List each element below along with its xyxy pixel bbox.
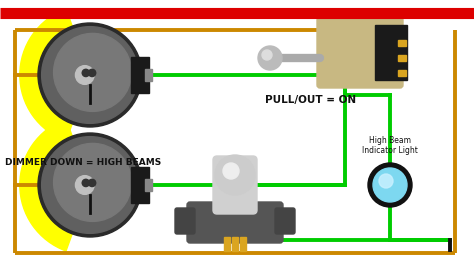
FancyBboxPatch shape <box>275 208 295 234</box>
Circle shape <box>258 46 282 70</box>
Circle shape <box>223 163 239 179</box>
FancyBboxPatch shape <box>240 237 246 251</box>
FancyBboxPatch shape <box>145 179 153 191</box>
Circle shape <box>54 34 132 111</box>
Circle shape <box>75 66 94 84</box>
Circle shape <box>54 143 132 221</box>
Circle shape <box>379 174 393 188</box>
Text: PULL/OUT = ON: PULL/OUT = ON <box>265 95 356 105</box>
FancyBboxPatch shape <box>317 17 403 88</box>
FancyBboxPatch shape <box>398 55 406 61</box>
FancyBboxPatch shape <box>232 237 238 251</box>
Circle shape <box>75 176 94 194</box>
FancyBboxPatch shape <box>130 167 149 203</box>
FancyBboxPatch shape <box>224 237 230 251</box>
Wedge shape <box>20 119 90 251</box>
Circle shape <box>262 50 272 60</box>
FancyBboxPatch shape <box>213 156 257 214</box>
Text: DIMMER DOWN = HIGH BEAMS: DIMMER DOWN = HIGH BEAMS <box>5 158 161 167</box>
FancyBboxPatch shape <box>130 57 149 93</box>
Circle shape <box>215 155 255 195</box>
Circle shape <box>89 69 96 77</box>
Circle shape <box>82 69 90 77</box>
Circle shape <box>42 27 138 123</box>
Text: High Beam
Indicator Light: High Beam Indicator Light <box>362 136 418 155</box>
Circle shape <box>42 137 138 233</box>
FancyBboxPatch shape <box>187 202 283 243</box>
FancyBboxPatch shape <box>375 25 407 80</box>
Circle shape <box>373 168 407 202</box>
Circle shape <box>89 179 96 186</box>
Circle shape <box>38 133 142 237</box>
Wedge shape <box>20 9 90 141</box>
Circle shape <box>38 23 142 127</box>
FancyBboxPatch shape <box>145 69 153 81</box>
FancyBboxPatch shape <box>398 40 406 46</box>
Circle shape <box>82 179 90 186</box>
FancyBboxPatch shape <box>175 208 195 234</box>
Circle shape <box>368 163 412 207</box>
FancyBboxPatch shape <box>398 70 406 76</box>
